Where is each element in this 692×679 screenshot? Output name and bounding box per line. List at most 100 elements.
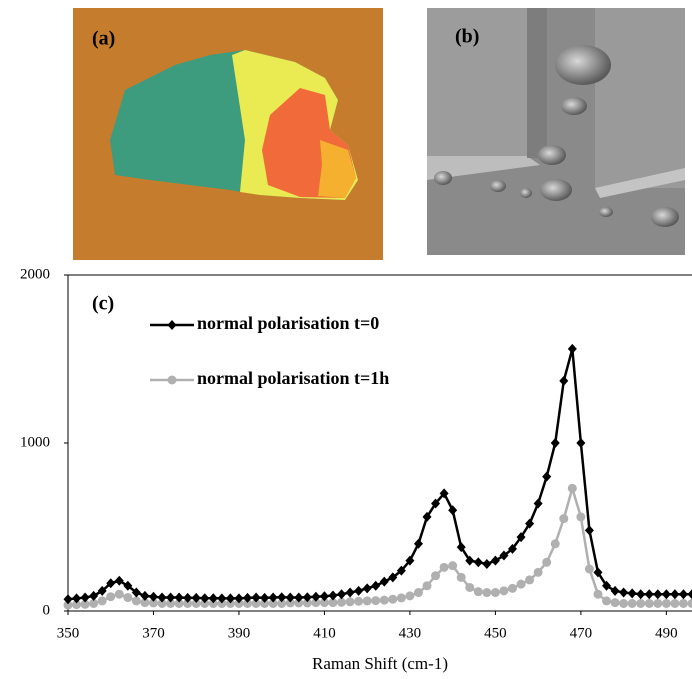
data-point: [123, 593, 133, 603]
data-point: [225, 593, 235, 604]
data-point: [89, 590, 99, 601]
data-point: [174, 592, 184, 603]
data-point: [413, 588, 423, 598]
data-point: [602, 596, 612, 606]
legend-marker: [167, 375, 177, 385]
data-point: [63, 600, 73, 610]
data-point: [507, 583, 517, 593]
data-point: [670, 598, 680, 608]
data-point: [183, 598, 193, 608]
data-point: [661, 598, 671, 608]
data-point: [448, 561, 458, 571]
data-point: [439, 488, 449, 499]
data-point: [653, 598, 663, 608]
data-point: [473, 557, 483, 568]
x-tick-label: 490: [655, 625, 678, 641]
data-point: [200, 593, 210, 604]
data-point: [80, 599, 90, 609]
data-point: [482, 588, 492, 598]
data-point: [627, 588, 637, 599]
data-point: [687, 598, 692, 608]
data-point: [354, 585, 364, 596]
data-point: [131, 596, 141, 606]
x-tick-label: 430: [399, 625, 422, 641]
data-point: [191, 598, 201, 608]
data-point: [533, 567, 543, 577]
data-point: [362, 596, 372, 606]
data-point: [465, 555, 475, 566]
x-tick-label: 410: [313, 625, 336, 641]
data-point: [610, 598, 620, 608]
y-tick-label: 0: [43, 602, 51, 618]
data-point: [448, 505, 458, 516]
data-point: [106, 578, 116, 589]
data-point: [183, 592, 193, 603]
data-point: [678, 589, 688, 600]
data-point: [208, 598, 218, 608]
data-point: [260, 598, 270, 608]
data-point: [602, 580, 612, 591]
panel-b-image: (b): [427, 8, 685, 255]
data-point: [191, 592, 201, 603]
data-point: [465, 582, 475, 592]
data-point: [567, 343, 577, 354]
data-point: [225, 598, 235, 608]
data-point: [157, 592, 167, 603]
data-point: [388, 572, 398, 583]
data-point: [619, 587, 629, 598]
legend-label: normal polarisation t=1h: [197, 368, 389, 388]
data-point: [251, 592, 261, 603]
x-tick-label: 370: [142, 625, 165, 641]
data-point: [106, 592, 116, 602]
data-point: [584, 564, 594, 574]
data-point: [166, 598, 176, 608]
data-point: [636, 598, 646, 608]
data-point: [405, 591, 415, 601]
data-point: [311, 598, 321, 608]
data-point: [208, 593, 218, 604]
data-point: [388, 594, 398, 604]
data-point: [431, 498, 441, 509]
data-point: [80, 592, 90, 603]
data-point: [670, 589, 680, 600]
data-point: [516, 532, 526, 543]
data-point: [371, 580, 381, 591]
data-point: [396, 593, 406, 603]
data-point: [251, 598, 261, 608]
data-point: [559, 375, 569, 386]
data-point: [431, 571, 441, 581]
data-point: [268, 598, 278, 608]
x-tick-label: 450: [484, 625, 507, 641]
data-point: [490, 555, 500, 566]
data-point: [97, 585, 107, 596]
y-tick-label: 1000: [20, 434, 50, 450]
x-tick-label: 470: [570, 625, 593, 641]
data-point: [661, 589, 671, 600]
panel-a-image: (a): [73, 8, 383, 260]
data-point: [89, 598, 99, 608]
data-point: [234, 593, 244, 604]
data-point: [644, 589, 654, 600]
data-point: [482, 558, 492, 569]
data-point: [550, 539, 560, 549]
data-point: [456, 542, 466, 553]
data-point: [550, 438, 560, 448]
data-point: [131, 587, 141, 598]
data-point: [516, 579, 526, 589]
data-point: [473, 587, 483, 597]
data-point: [63, 594, 73, 605]
data-point: [72, 593, 82, 604]
data-point: [294, 598, 304, 608]
panel-label: (b): [455, 26, 479, 48]
data-point: [422, 511, 432, 522]
data-point: [576, 512, 586, 522]
data-point: [422, 581, 432, 591]
data-point: [593, 589, 603, 599]
data-point: [525, 518, 535, 529]
data-point: [234, 598, 244, 608]
data-point: [533, 498, 543, 509]
data-point: [72, 600, 82, 610]
x-axis-label: Raman Shift (cm-1): [312, 654, 448, 673]
data-point: [559, 514, 569, 524]
